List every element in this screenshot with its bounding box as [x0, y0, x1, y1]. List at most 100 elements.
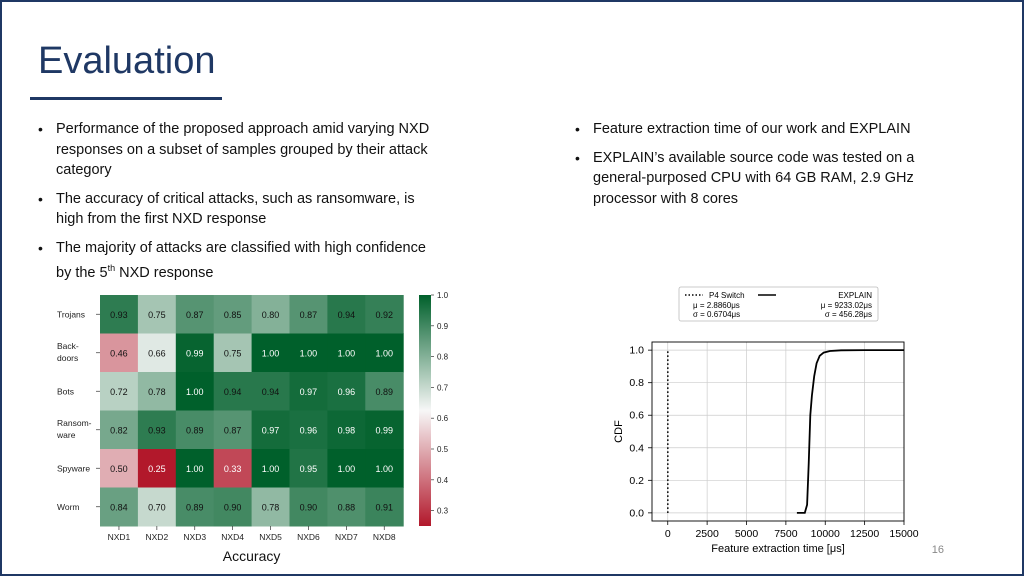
- cell-label: 1.00: [262, 348, 280, 358]
- cell-label: 0.89: [375, 387, 393, 397]
- heatmap-cell: [100, 372, 139, 411]
- row-label: Trojans: [57, 309, 85, 319]
- cell-label: 0.96: [300, 425, 318, 435]
- cell-label: 0.89: [186, 502, 204, 512]
- heatmap-cell: [137, 449, 177, 488]
- plot-frame: [651, 341, 905, 522]
- cell-label: 0.96: [338, 387, 356, 397]
- heatmap-cell: [100, 333, 139, 373]
- cell-label: 0.93: [110, 310, 128, 320]
- x-tick-label: 0: [665, 528, 671, 540]
- colorbar-tick-label: 0.6: [437, 414, 449, 423]
- heatmap-cell: [365, 333, 404, 373]
- cell-label: 0.78: [262, 502, 280, 512]
- cell-label: 0.84: [110, 502, 128, 512]
- colorbar-tick-label: 0.4: [437, 476, 449, 485]
- title-underline: [30, 97, 222, 100]
- heatmap-cell: [289, 295, 328, 334]
- x-tick-label: 2500: [695, 528, 719, 540]
- heatmap-cell: [365, 295, 404, 334]
- cell-label: 1.00: [338, 464, 356, 474]
- heatmap-cell: [251, 410, 290, 450]
- colorbar-tick-label: 0.9: [437, 322, 449, 331]
- cell-label: 0.87: [186, 310, 204, 320]
- cell-label: 0.75: [224, 348, 242, 358]
- column-label: NXD3: [183, 532, 206, 542]
- column-label: NXD1: [108, 532, 131, 542]
- superscript: th: [107, 263, 116, 273]
- cell-label: 0.90: [300, 502, 318, 512]
- heatmap-cell: [327, 372, 366, 411]
- cell-label: 1.00: [375, 464, 393, 474]
- heatmap-xlabel: Accuracy: [223, 548, 281, 564]
- y-tick-label: 1.0: [629, 345, 644, 357]
- heatmap-cell: [289, 487, 328, 527]
- cell-label: 0.99: [375, 425, 393, 435]
- heatmap-cell: [289, 449, 328, 488]
- cell-label: 0.88: [338, 502, 356, 512]
- heatmap-cell: [289, 333, 328, 373]
- column-label: NXD2: [146, 532, 169, 542]
- legend-box: [678, 286, 879, 322]
- heatmap-cell: [365, 487, 404, 527]
- bullet-item: The accuracy of critical attacks, such a…: [38, 189, 438, 230]
- cell-label: 1.00: [338, 348, 356, 358]
- heatmap-cell: [137, 487, 177, 527]
- y-axis-label: CDF: [613, 420, 625, 443]
- column-label: NXD6: [297, 532, 320, 542]
- cell-label: 0.92: [375, 310, 393, 320]
- heatmap-cell: [175, 487, 215, 527]
- heatmap-cell: [251, 295, 290, 334]
- column-label: NXD8: [373, 532, 396, 542]
- cell-label: 0.94: [262, 387, 280, 397]
- cell-label: 0.25: [148, 464, 166, 474]
- y-tick-label: 0.0: [629, 507, 644, 519]
- heatmap-cell: [175, 295, 215, 334]
- cell-label: 0.85: [224, 310, 242, 320]
- legend-label: P4 Switch: [709, 291, 745, 300]
- cell-label: 0.70: [148, 502, 166, 512]
- heatmap-cell: [100, 295, 139, 334]
- series-line: [796, 349, 904, 514]
- y-tick-label: 0.6: [629, 410, 644, 422]
- x-axis-label: Feature extraction time [μs]: [711, 543, 845, 555]
- bullet-item: Performance of the proposed approach ami…: [38, 119, 438, 181]
- cell-label: 0.78: [148, 387, 166, 397]
- cell-label: 0.89: [186, 425, 204, 435]
- row-label: Spyware: [57, 463, 90, 473]
- cell-label: 0.91: [375, 502, 393, 512]
- cell-label: 1.00: [300, 348, 318, 358]
- bullet-item: Feature extraction time of our work and …: [575, 119, 955, 140]
- heatmap-cell: [137, 295, 177, 334]
- colorbar-tick-label: 0.7: [437, 383, 449, 392]
- legend-stat: σ = 0.6704μs: [693, 310, 740, 319]
- x-tick-label: 10000: [811, 528, 840, 540]
- cell-label: 0.82: [110, 425, 128, 435]
- row-label: Bots: [57, 386, 74, 396]
- heatmap-cell: [137, 333, 177, 373]
- heatmap-cell: [137, 372, 177, 411]
- cell-label: 0.97: [262, 425, 280, 435]
- heatmap-cell: [365, 449, 404, 488]
- cell-label: 0.66: [148, 348, 166, 358]
- cell-label: 0.94: [338, 310, 356, 320]
- heatmap-cell: [137, 410, 177, 450]
- colorbar: [419, 295, 431, 526]
- cell-label: 0.75: [148, 310, 166, 320]
- bullet-text: The majority of attacks are classified w…: [56, 239, 426, 281]
- heatmap-cell: [213, 333, 253, 373]
- legend-stat: μ = 2.8860μs: [693, 301, 740, 310]
- legend-label: EXPLAIN: [838, 291, 872, 300]
- heatmap-cell: [251, 449, 290, 488]
- cell-label: 0.87: [300, 310, 318, 320]
- cdf-line-chart: 0 2500 5000 7500 10000 12500 15000 0.0 0.2 0.4 0.6…: [613, 286, 919, 555]
- heatmap-cell: [100, 449, 139, 488]
- heatmap-cell: [327, 487, 366, 527]
- page-number: 16: [931, 544, 944, 556]
- row-label: Back-: [57, 341, 79, 351]
- cell-label: 1.00: [186, 387, 204, 397]
- column-label: NXD5: [259, 532, 282, 542]
- y-tick-label: 0.8: [629, 377, 644, 389]
- cell-label: 0.90: [224, 502, 242, 512]
